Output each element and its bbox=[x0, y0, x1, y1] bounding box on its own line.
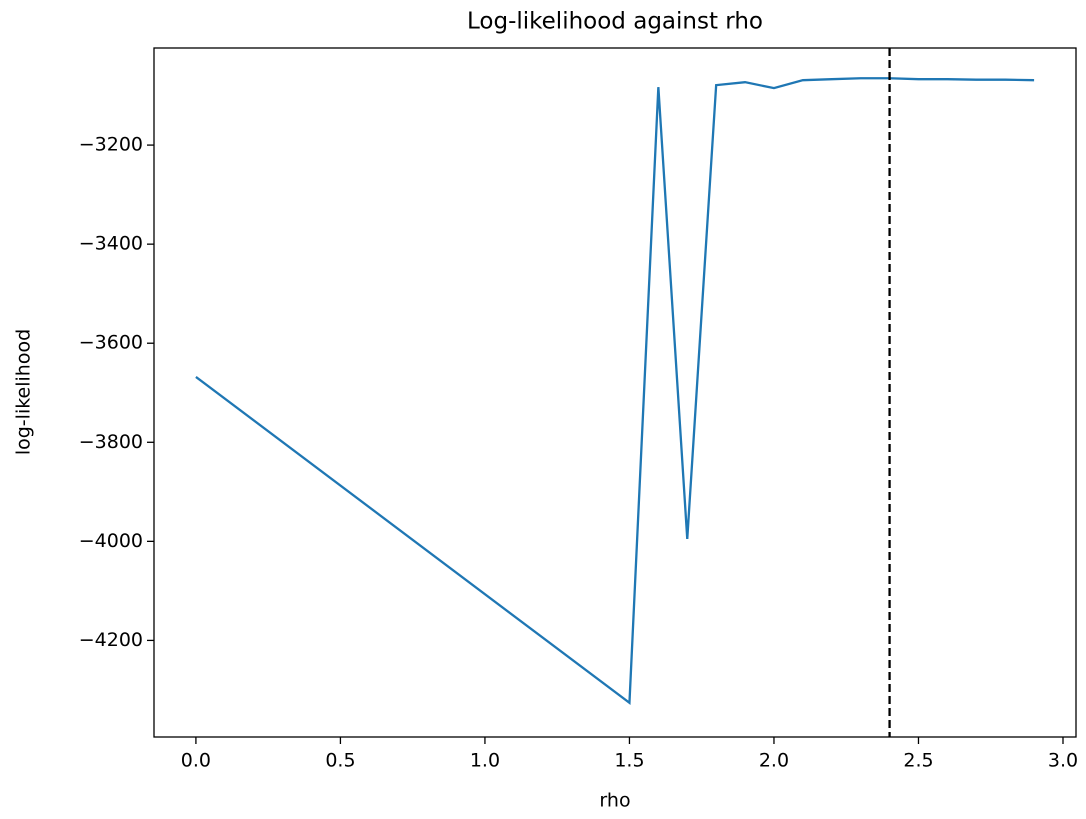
x-tick-label: 0.0 bbox=[181, 750, 211, 772]
y-tick-label: −4000 bbox=[79, 530, 143, 552]
y-tick-label: −3800 bbox=[79, 431, 143, 453]
x-tick-label: 1.5 bbox=[614, 750, 644, 772]
y-tick-label: −3400 bbox=[79, 233, 143, 255]
data-line bbox=[195, 77, 1035, 706]
y-tick-label: −4200 bbox=[79, 629, 143, 651]
x-tick-label: 2.5 bbox=[903, 750, 933, 772]
x-tick-label: 2.0 bbox=[759, 750, 789, 772]
plot-frame bbox=[153, 47, 1077, 738]
y-axis-label: log-likelihood bbox=[13, 329, 35, 455]
y-tick-label: −3600 bbox=[79, 332, 143, 354]
x-tick-label: 0.5 bbox=[325, 750, 355, 772]
x-axis-label: rho bbox=[599, 790, 630, 812]
x-tick-label: 3.0 bbox=[1048, 750, 1078, 772]
x-tick-label: 1.0 bbox=[470, 750, 500, 772]
chart-title: Log-likelihood against rho bbox=[467, 9, 763, 35]
y-tick-label: −3200 bbox=[79, 134, 143, 156]
